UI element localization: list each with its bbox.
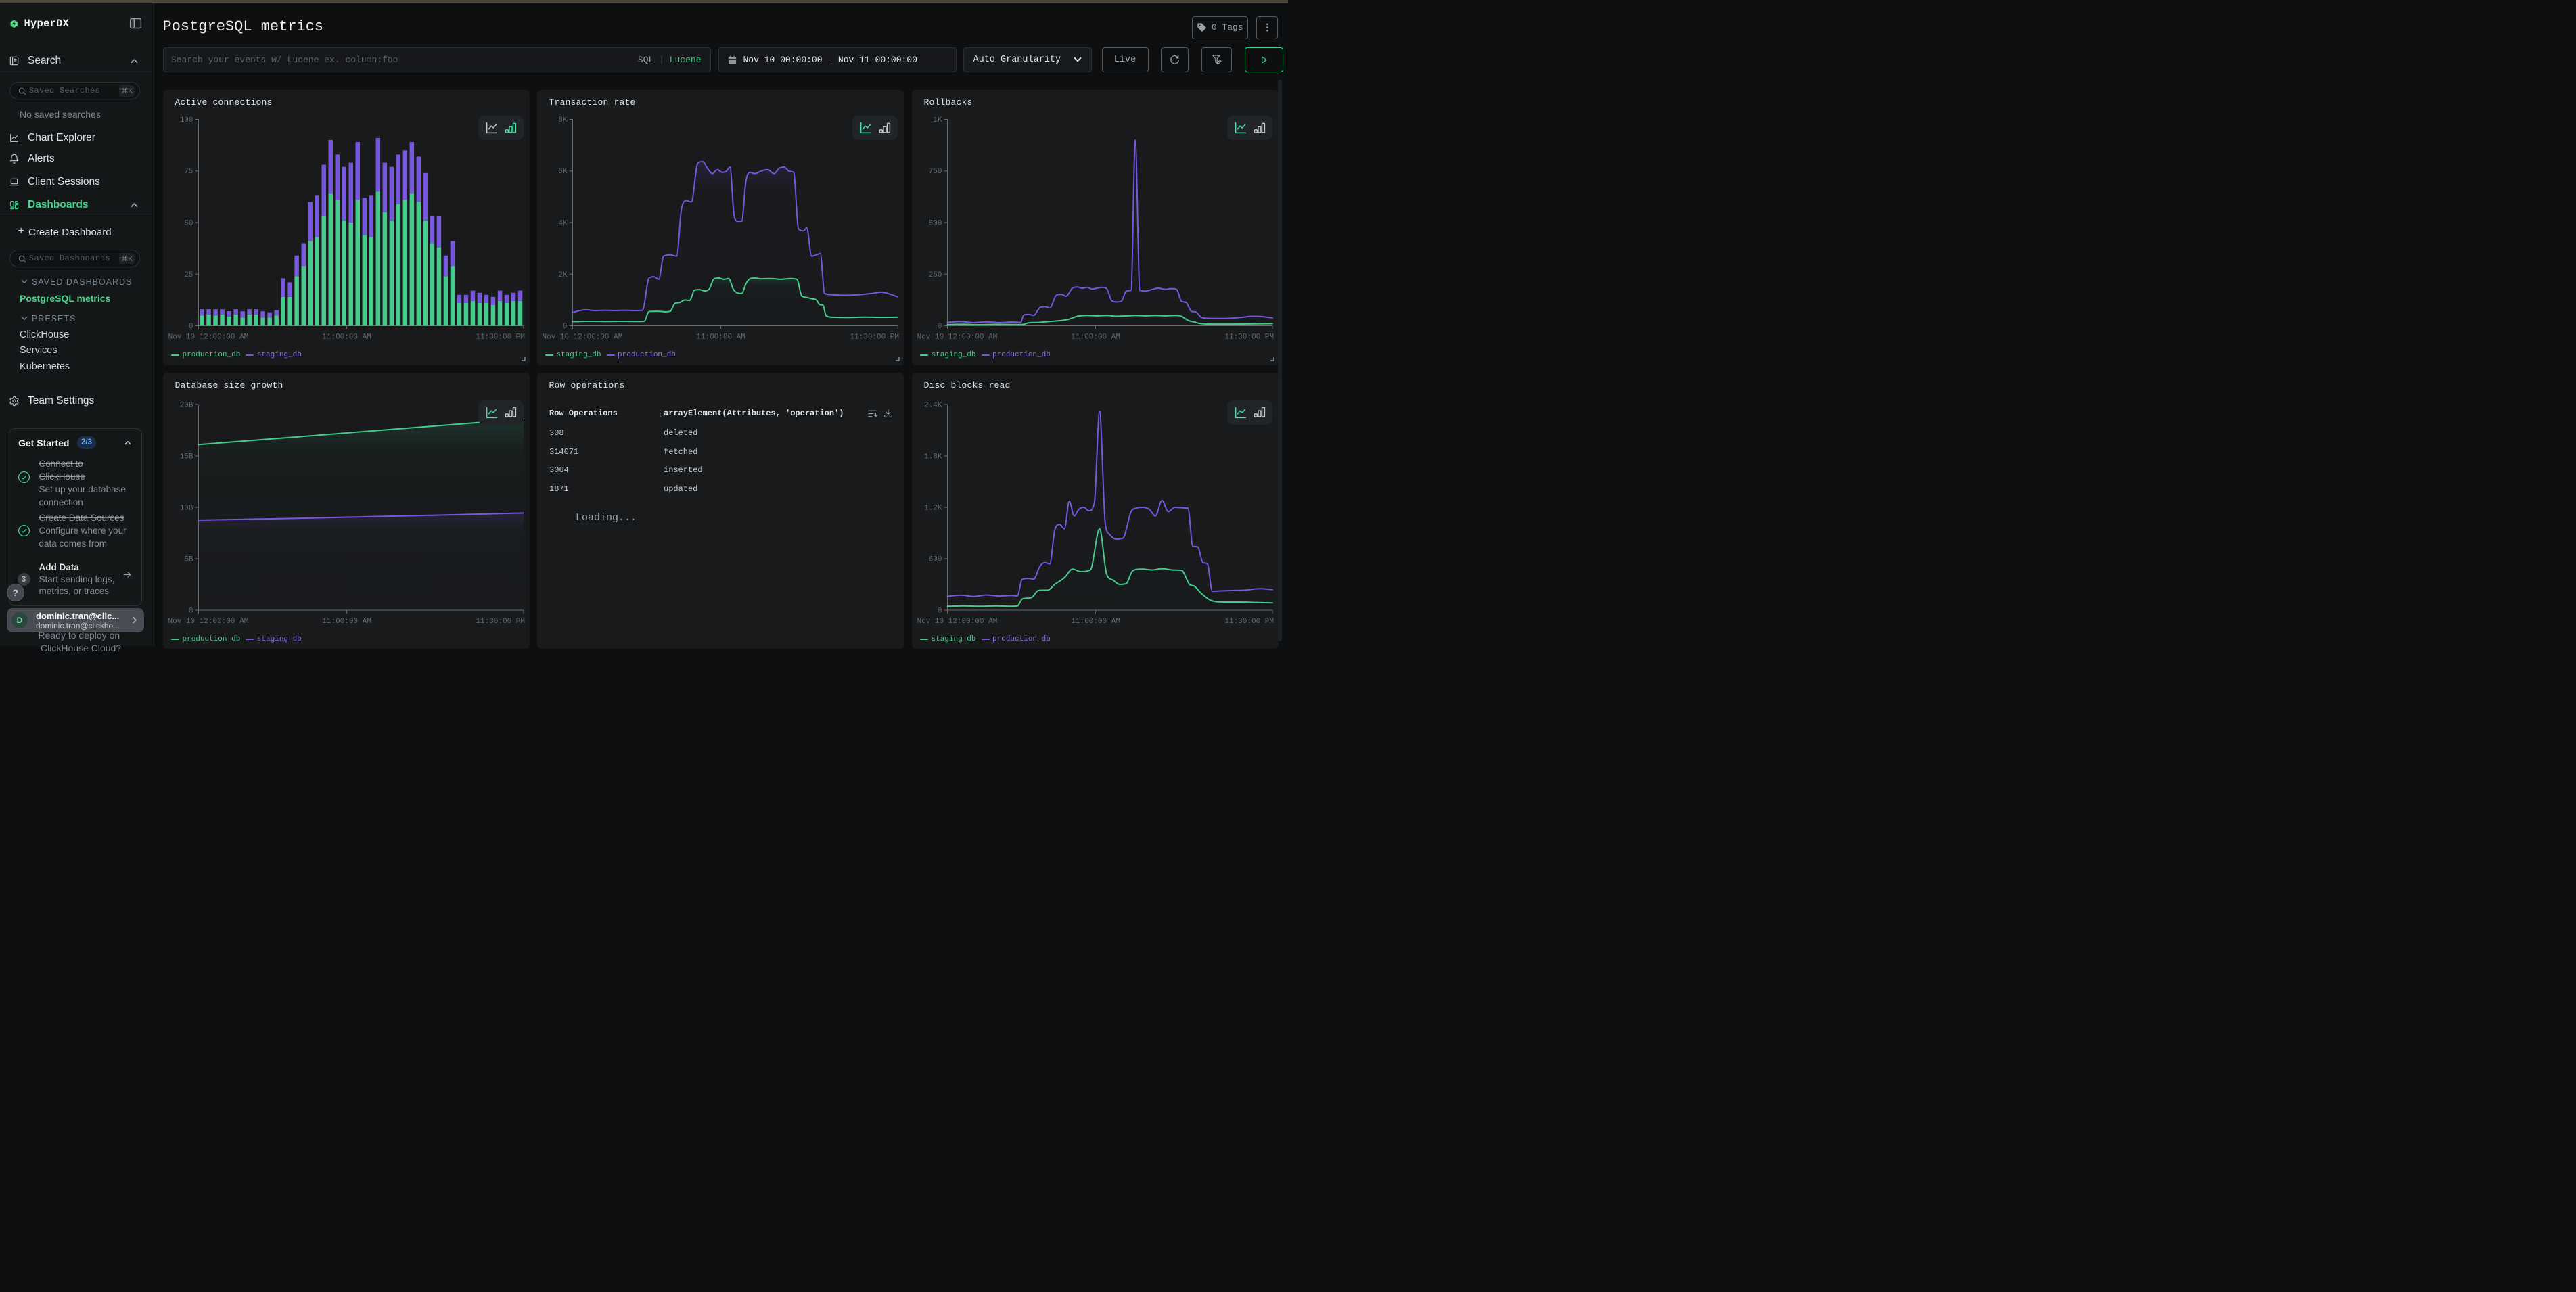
svg-text:0: 0 <box>188 607 193 616</box>
svg-text:4K: 4K <box>558 219 568 227</box>
svg-text:11:30:00 PM: 11:30:00 PM <box>1224 618 1274 626</box>
svg-text:11:00:00 AM: 11:00:00 AM <box>322 618 371 626</box>
svg-text:600: 600 <box>928 556 942 564</box>
svg-text:10B: 10B <box>179 505 193 513</box>
svg-text:11:30:00 PM: 11:30:00 PM <box>476 333 525 341</box>
svg-text:5B: 5B <box>184 556 193 564</box>
svg-text:20B: 20B <box>179 402 193 410</box>
svg-text:0: 0 <box>562 323 567 331</box>
svg-text:0: 0 <box>937 323 942 331</box>
svg-text:11:00:00 AM: 11:00:00 AM <box>322 333 371 341</box>
svg-text:75: 75 <box>184 168 193 176</box>
svg-text:500: 500 <box>928 219 942 227</box>
svg-text:Nov 10 12:00:00 AM: Nov 10 12:00:00 AM <box>542 333 622 341</box>
svg-text:25: 25 <box>184 271 193 279</box>
svg-text:1.8K: 1.8K <box>924 453 942 461</box>
svg-text:15B: 15B <box>179 453 193 461</box>
svg-text:11:30:00 PM: 11:30:00 PM <box>476 618 525 626</box>
svg-text:Nov 10 12:00:00 AM: Nov 10 12:00:00 AM <box>917 333 997 341</box>
svg-text:6K: 6K <box>558 168 568 176</box>
svg-text:11:00:00 AM: 11:00:00 AM <box>696 333 745 341</box>
svg-text:8K: 8K <box>558 116 568 124</box>
svg-text:100: 100 <box>179 116 193 124</box>
svg-text:250: 250 <box>928 271 942 279</box>
svg-text:1.2K: 1.2K <box>924 505 942 513</box>
svg-text:Nov 10 12:00:00 AM: Nov 10 12:00:00 AM <box>917 618 997 626</box>
svg-text:Nov 10 12:00:00 AM: Nov 10 12:00:00 AM <box>168 333 248 341</box>
svg-text:11:00:00 AM: 11:00:00 AM <box>1071 618 1120 626</box>
svg-text:11:30:00 PM: 11:30:00 PM <box>1224 333 1274 341</box>
svg-text:0: 0 <box>188 323 193 331</box>
svg-text:50: 50 <box>184 219 193 227</box>
svg-text:11:00:00 AM: 11:00:00 AM <box>1071 333 1120 341</box>
svg-text:2K: 2K <box>558 271 568 279</box>
svg-text:Nov 10 12:00:00 AM: Nov 10 12:00:00 AM <box>168 618 248 626</box>
svg-text:0: 0 <box>937 607 942 616</box>
svg-text:750: 750 <box>928 168 942 176</box>
svg-text:1K: 1K <box>933 116 942 124</box>
svg-text:2.4K: 2.4K <box>924 402 942 410</box>
svg-text:11:30:00 PM: 11:30:00 PM <box>850 333 899 341</box>
